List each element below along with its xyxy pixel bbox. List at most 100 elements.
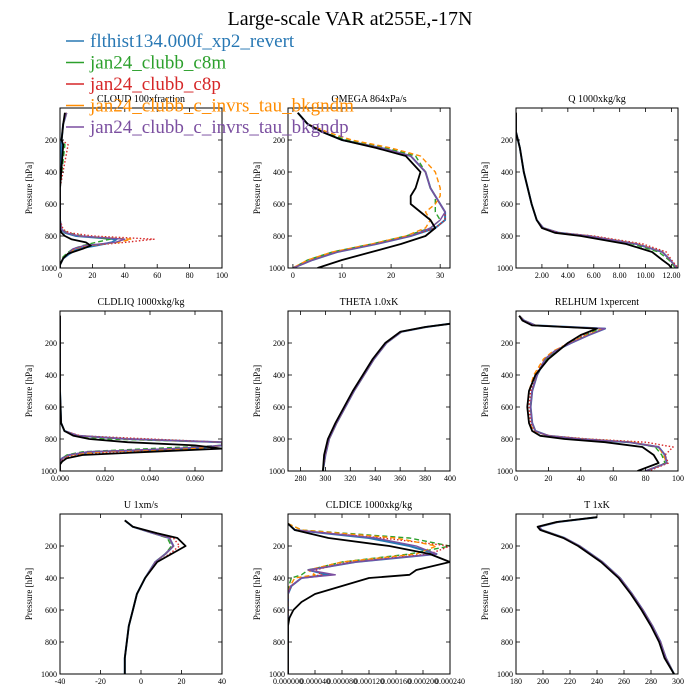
- series-line-2: [288, 522, 450, 674]
- series-line-2: [292, 112, 441, 268]
- x-tick-label: 220: [564, 677, 576, 686]
- x-tick-label: 0.000: [51, 474, 69, 483]
- x-tick-label: 260: [618, 677, 630, 686]
- series-line-1: [516, 112, 678, 268]
- x-tick-label: 0.000080: [327, 677, 357, 686]
- y-tick-label: 800: [501, 435, 513, 444]
- y-tick-label: 800: [273, 638, 285, 647]
- x-tick-label: 300: [319, 474, 331, 483]
- x-tick-label: 100: [672, 474, 684, 483]
- plot-frame: [515, 310, 679, 472]
- series-line-3: [322, 323, 450, 471]
- y-tick-label: 600: [501, 606, 513, 615]
- panel-4: CLDLIQ 1000xkg/kg Pressure [hPa] 200 400 600…: [24, 297, 223, 483]
- x-tick-label: 12.00: [663, 271, 681, 280]
- x-tick-label: 320: [344, 474, 356, 483]
- y-axis-label: Pressure [hPa]: [24, 568, 34, 620]
- x-tick-label: 2.00: [535, 271, 549, 280]
- x-tick-label: 280: [645, 677, 657, 686]
- x-tick-label: 10.00: [637, 271, 655, 280]
- control-line: [297, 112, 437, 268]
- series-line-4: [292, 112, 441, 268]
- panel-title: U 1xm/s: [124, 500, 158, 511]
- y-axis-label: Pressure [hPa]: [480, 568, 490, 620]
- y-tick-label: 400: [273, 574, 285, 583]
- plot-frame: [59, 310, 223, 472]
- legend-label-5: jan24_clubb_c_invrs_tau_bkgndp: [89, 117, 349, 138]
- y-tick-label: 400: [45, 168, 57, 177]
- series-line-5: [516, 112, 678, 268]
- control-line: [60, 112, 92, 268]
- x-tick-label: 60: [609, 474, 617, 483]
- y-tick-label: 1000: [269, 264, 285, 273]
- x-tick-label: 6.00: [587, 271, 601, 280]
- control-line: [536, 516, 675, 674]
- y-tick-label: 1000: [497, 670, 513, 679]
- control-line: [123, 519, 187, 674]
- y-tick-label: 200: [45, 339, 57, 348]
- y-tick-label: 200: [501, 542, 513, 551]
- y-tick-label: 200: [273, 339, 285, 348]
- y-tick-label: 200: [501, 136, 513, 145]
- y-tick-label: 1000: [497, 264, 513, 273]
- x-tick-label: 20: [544, 474, 552, 483]
- series-line-4: [516, 112, 678, 268]
- series-line-2: [538, 516, 675, 674]
- y-tick-label: 600: [501, 200, 513, 209]
- legend-label-4: jan24_clubb_c_invrs_tau_bkgndm: [89, 96, 354, 117]
- x-tick-label: 0.000000: [273, 677, 303, 686]
- panel-3: Q 1000xkg/kg Pressure [hPa] 200 400 600 800 10…: [480, 94, 681, 280]
- y-tick-label: 1000: [269, 467, 285, 476]
- series-line-5: [538, 516, 675, 674]
- y-tick-label: 800: [501, 232, 513, 241]
- series-line-2: [516, 112, 676, 268]
- y-tick-label: 1000: [41, 670, 57, 679]
- y-tick-label: 400: [501, 168, 513, 177]
- x-tick-label: 80: [186, 271, 194, 280]
- x-tick-label: 0: [291, 271, 295, 280]
- series-line-4: [288, 522, 438, 674]
- x-tick-label: 20: [88, 271, 96, 280]
- x-tick-label: 100: [216, 271, 228, 280]
- series-group: [516, 112, 678, 268]
- y-tick-label: 600: [273, 606, 285, 615]
- x-tick-label: 10: [338, 271, 346, 280]
- y-tick-label: 800: [45, 232, 57, 241]
- x-tick-label: 0.040: [141, 474, 159, 483]
- x-tick-label: -40: [55, 677, 66, 686]
- control-line: [60, 315, 222, 471]
- y-tick-label: 1000: [497, 467, 513, 476]
- x-tick-label: 0: [58, 271, 62, 280]
- y-tick-label: 200: [273, 542, 285, 551]
- legend-label-3: jan24_clubb_c8p: [89, 74, 221, 95]
- x-tick-label: 40: [121, 271, 129, 280]
- x-tick-label: 180: [510, 677, 522, 686]
- y-tick-label: 800: [273, 435, 285, 444]
- y-axis-label: Pressure [hPa]: [252, 162, 262, 214]
- y-tick-label: 400: [501, 371, 513, 380]
- series-line-3: [288, 523, 450, 674]
- y-tick-label: 600: [501, 403, 513, 412]
- y-tick-label: 600: [45, 606, 57, 615]
- x-tick-label: 360: [394, 474, 406, 483]
- series-group: [321, 322, 450, 471]
- y-tick-label: 600: [273, 200, 285, 209]
- x-tick-label: 0.020: [96, 474, 114, 483]
- plot-frame: [515, 513, 679, 675]
- y-tick-label: 600: [45, 403, 57, 412]
- legend: flthist134.000f_xp2_revertjan24_clubb_c8…: [66, 31, 354, 138]
- series-line-3: [538, 516, 675, 674]
- y-tick-label: 200: [45, 542, 57, 551]
- x-tick-label: 380: [419, 474, 431, 483]
- y-axis-label: Pressure [hPa]: [24, 162, 34, 214]
- legend-label-2: jan24_clubb_c8m: [89, 53, 226, 74]
- y-axis-label: Pressure [hPa]: [480, 365, 490, 417]
- series-group: [288, 522, 450, 674]
- figure-title: Large-scale VAR at255E,-17N: [228, 8, 473, 30]
- x-tick-label: 60: [153, 271, 161, 280]
- x-tick-label: 8.00: [613, 271, 627, 280]
